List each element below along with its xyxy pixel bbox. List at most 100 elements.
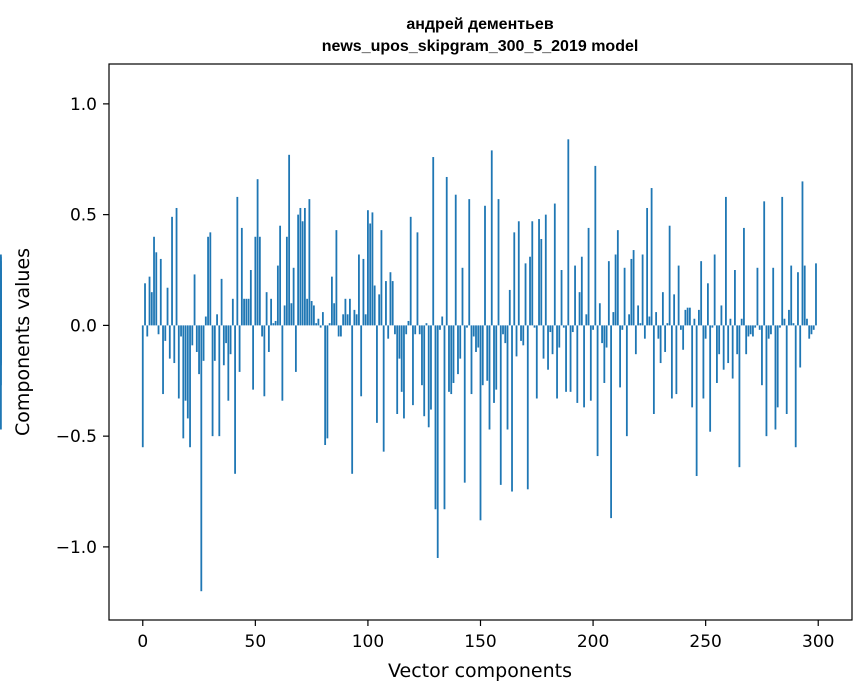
bar [243,298,245,326]
bar [466,325,468,328]
bar [477,325,480,348]
bar [274,320,277,326]
bar [556,325,558,399]
bar [191,325,194,346]
bar [720,305,723,326]
bar [394,325,396,335]
bar [650,188,653,326]
bar [222,325,225,366]
bar [538,219,540,326]
chart-title: андрей дементьев news_upos_skipgram_300_… [322,16,639,55]
bar [643,325,646,339]
bar [204,316,207,326]
bar [731,325,734,379]
bar [688,307,691,326]
bar [664,325,667,352]
bar [186,325,189,419]
bar [340,325,342,337]
bar [328,323,331,326]
bar [189,325,191,448]
bar [195,325,198,352]
bar [414,325,417,335]
bar [168,325,171,359]
bar [436,325,439,558]
bar [772,267,775,326]
bar [567,139,570,326]
bar [364,314,367,326]
bar [488,325,491,430]
bar [558,325,561,348]
bar [159,258,162,326]
bar [691,325,694,408]
bar [695,325,698,477]
bar [776,325,779,408]
bar [0,256,2,326]
bar [270,298,273,326]
bar [601,325,603,344]
bar [770,325,772,335]
bar [677,265,680,326]
bar [594,165,597,326]
bar [236,196,239,326]
bar [639,323,642,326]
y-axis-label: Components values [12,248,34,436]
bar [362,258,365,326]
bar [792,323,795,326]
y-tick-label: 0.0 [70,316,97,336]
bar [698,309,700,326]
bar [211,325,214,437]
bar [387,325,390,339]
bar [722,325,725,370]
bar [333,303,336,326]
bar [587,227,590,326]
bar [344,298,347,326]
chart-title-line-2: news_upos_skipgram_300_5_2019 model [322,38,639,55]
bar [661,292,664,326]
bar [276,265,279,326]
bar [490,150,493,326]
bar [292,267,295,326]
bar [655,312,658,326]
bar [425,323,428,326]
bar [171,216,173,326]
bar [238,325,241,372]
bar [668,225,671,326]
bar [396,325,399,414]
bar [353,309,356,326]
bar [580,256,583,326]
bar [657,325,660,339]
bar [549,325,552,333]
bar [193,274,196,326]
bar [524,263,527,326]
bar [175,207,178,326]
bar [522,325,525,346]
bar [497,199,500,326]
bar [470,325,473,395]
bar [520,325,522,341]
bar [376,325,378,423]
bar [463,325,466,483]
bar [589,325,592,401]
bar [542,325,545,359]
bar [704,325,707,339]
bar [475,325,477,352]
bar [351,325,354,474]
bar [515,325,518,357]
bar [679,325,682,330]
bar [432,157,435,326]
bar [355,314,358,326]
bar [718,325,721,355]
bar [725,196,727,326]
bar [261,325,263,337]
bar [400,325,403,392]
bar [229,325,232,355]
bar [675,325,678,395]
bar [529,256,531,326]
bar [484,205,486,326]
bar [326,325,329,439]
bar [670,325,673,399]
bar [148,276,151,326]
bar [180,325,182,337]
bar [308,199,311,326]
